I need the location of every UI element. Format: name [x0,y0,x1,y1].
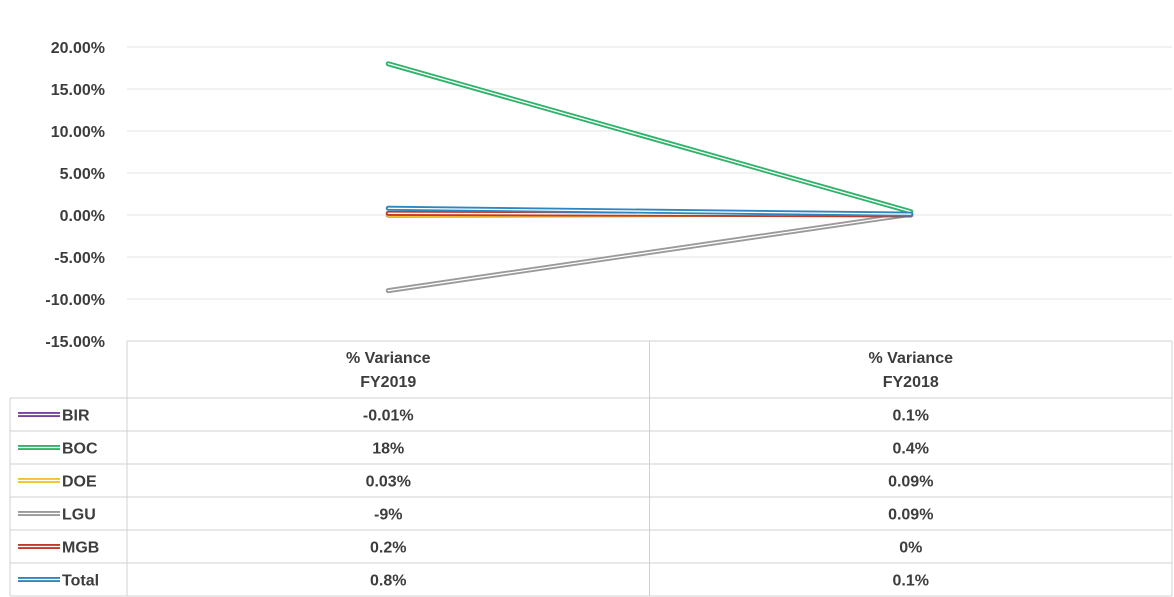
legend-label: MGB [62,540,99,557]
y-tick-label: -15.00% [45,334,105,351]
x-category-label: % Variance [346,350,431,367]
data-label: 0.1% [893,408,929,425]
legend-label: BIR [62,408,90,425]
data-label: 0.4% [893,441,929,458]
y-tick-label: 5.00% [60,166,105,183]
data-label: -0.01% [363,408,414,425]
series-line-highlight-boc [387,63,912,213]
x-category-label: FY2019 [360,374,416,391]
x-category-label: % Variance [869,350,954,367]
x-category-label: FY2018 [883,374,939,391]
series-line-highlight-total [387,207,912,215]
data-label: 18% [372,441,404,458]
series-lines [385,61,914,294]
data-table: % Variance FY2019 % Variance FY2018 BIR -0.01… [9,340,1173,597]
gridlines [127,46,1172,342]
legend-label: LGU [62,507,96,524]
y-tick-label: 20.00% [51,40,105,57]
data-label: 0.8% [370,573,406,590]
data-label: -9% [374,507,402,524]
data-label: 0.03% [366,474,411,491]
y-axis-tick-labels: 20.00% 15.00% 10.00% 5.00% 0.00% -5.00% -10.00… [45,40,105,351]
y-tick-label: 0.00% [60,208,105,225]
legend-label: DOE [62,474,97,491]
data-label: 0.09% [888,507,933,524]
y-tick-label: -5.00% [54,250,105,267]
data-label: 0.1% [893,573,929,590]
data-label: 0% [899,540,922,557]
y-tick-label: -10.00% [45,292,105,309]
data-label: 0.09% [888,474,933,491]
y-tick-label: 10.00% [51,124,105,141]
legend-label: BOC [62,441,98,458]
legend-label: Total [62,573,99,590]
data-label: 0.2% [370,540,406,557]
series-line-highlight-lgu [387,213,912,292]
y-tick-label: 15.00% [51,82,105,99]
